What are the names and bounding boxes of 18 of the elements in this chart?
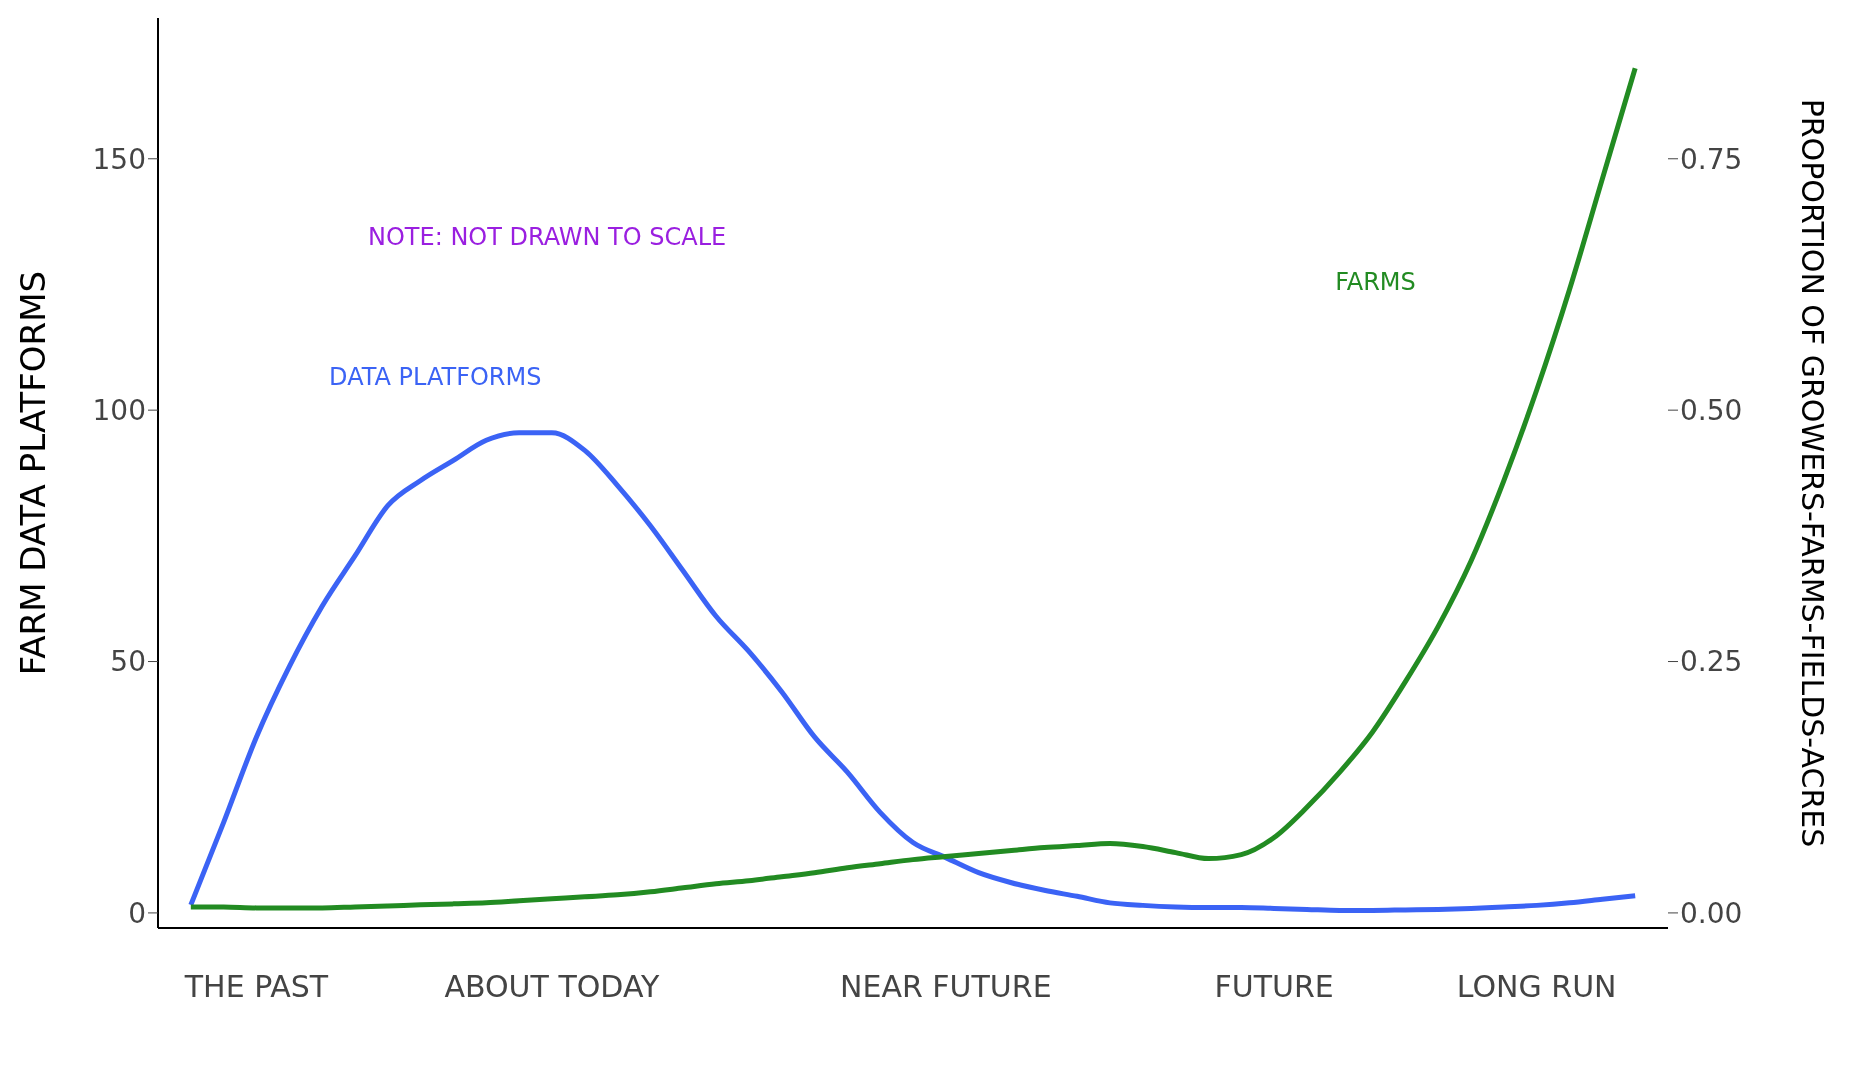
y-axis-title: FARM DATA PLATFORMS [13,270,54,676]
text: FARMS [1335,268,1416,297]
y2-axis-title: PROPORTION OF GROWERS-FARMS-FIELDS-ACRES [1795,98,1831,848]
x-tick-label: LONG RUN [1456,969,1617,1005]
y-tick-label: 0 [128,896,146,930]
x-tick-label: THE PAST [183,969,329,1005]
series-label: DATA PLATFORMS [329,362,542,391]
y-tick-label: 50 [110,645,146,679]
y2-tick-label: 0.50 [1680,394,1743,428]
x-tick-label: FUTURE [1214,969,1334,1005]
y-tick-label: 100 [92,394,146,428]
y2-tick-label: 0.25 [1680,645,1743,679]
x-tick-label: NEAR FUTURE [840,969,1052,1005]
y-tick-label: 150 [92,142,146,176]
y2-tick-label: 0.75 [1680,142,1743,176]
x-tick-label: ABOUT TODAY [444,969,661,1005]
y2-tick-label: 0.00 [1680,896,1743,930]
annotation: NOTE: NOT DRAWN TO SCALE [368,223,727,251]
